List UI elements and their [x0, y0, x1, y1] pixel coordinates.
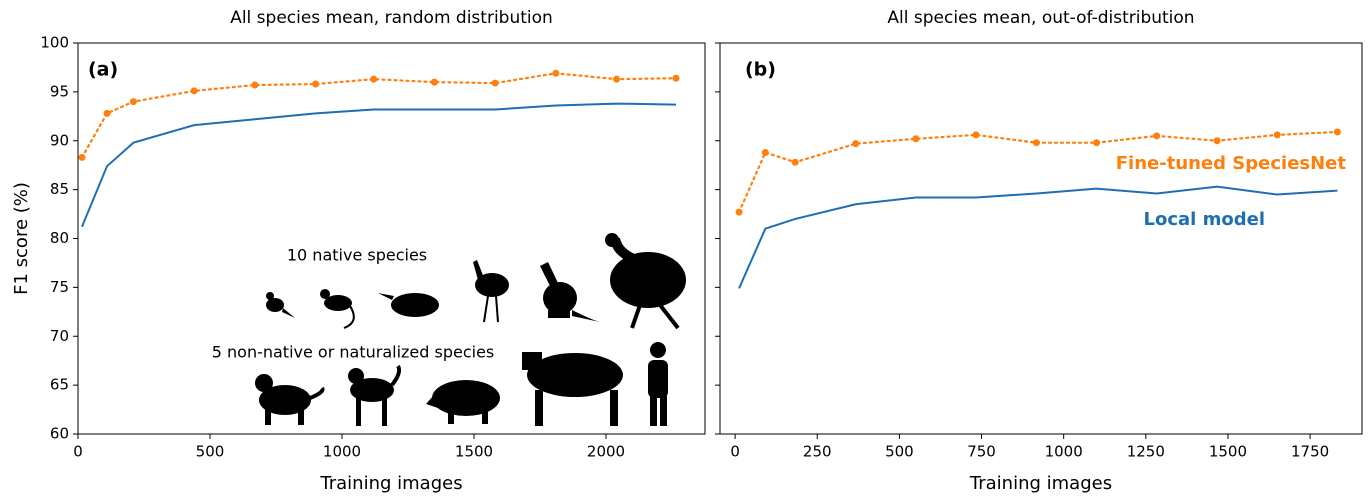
y-tick-label: 70	[50, 327, 69, 345]
x-tick-label: 750	[967, 443, 996, 461]
annotation: 5 non-native or naturalized species	[212, 343, 495, 362]
x-tick-label: 1000	[1045, 443, 1083, 461]
x-tick-label: 250	[803, 443, 832, 461]
annotation: (b)	[745, 59, 776, 81]
x-tick-label: 1500	[455, 443, 493, 461]
x-tick-label: 1750	[1291, 443, 1329, 461]
annotation: 10 native species	[287, 246, 427, 265]
series-label: Fine-tuned SpeciesNet	[1116, 153, 1347, 174]
x-tick-label: 1250	[1127, 443, 1165, 461]
point	[251, 81, 259, 89]
y-tick-label: 65	[50, 376, 69, 394]
x-tick-label: 500	[885, 443, 914, 461]
point	[1153, 132, 1161, 140]
x-tick-label: 0	[730, 443, 740, 461]
series-line	[738, 185, 1338, 289]
y-tick-label: 75	[50, 278, 69, 296]
point	[103, 109, 111, 117]
point	[312, 80, 320, 88]
x-axis-label: Training images	[969, 473, 1112, 494]
y-tick-label: 60	[50, 425, 69, 443]
point	[1213, 137, 1221, 145]
chart-title: All species mean, out-of-distribution	[887, 8, 1194, 28]
plot-frame	[77, 42, 706, 435]
point	[791, 158, 799, 166]
point	[1333, 128, 1341, 136]
silhouettes	[255, 233, 686, 426]
point	[129, 98, 137, 106]
x-tick-label: 500	[196, 443, 225, 461]
y-tick-label: 100	[40, 34, 69, 52]
x-tick-label: 0	[73, 443, 83, 461]
point	[912, 135, 920, 143]
point	[613, 75, 621, 83]
point	[370, 75, 378, 83]
y-tick-label: 95	[50, 82, 69, 100]
y-tick-label: 90	[50, 131, 69, 149]
y-tick-label: 80	[50, 229, 69, 247]
point	[552, 69, 560, 77]
y-tick-label: 85	[50, 180, 69, 198]
series-line	[81, 102, 676, 228]
series-line	[737, 130, 1339, 214]
point	[761, 148, 769, 156]
point	[78, 153, 86, 161]
annotation: (a)	[88, 59, 118, 81]
point	[852, 140, 860, 148]
y-axis-label: F1 score (%)	[11, 182, 32, 295]
plot-frame	[719, 42, 1363, 435]
chart-title: All species mean, random distribution	[230, 8, 553, 28]
point	[672, 74, 680, 82]
point	[1032, 139, 1040, 147]
point	[491, 79, 499, 87]
series-line	[80, 72, 678, 159]
point	[972, 131, 980, 139]
point	[1273, 131, 1281, 139]
point	[190, 87, 198, 95]
point	[1093, 139, 1101, 147]
x-axis-label: Training images	[319, 473, 462, 494]
x-tick-label: 1000	[323, 443, 361, 461]
point	[735, 208, 743, 216]
x-tick-label: 2000	[587, 443, 625, 461]
x-tick-label: 1500	[1209, 443, 1247, 461]
point	[430, 78, 438, 86]
series-label: Local model	[1144, 209, 1265, 230]
